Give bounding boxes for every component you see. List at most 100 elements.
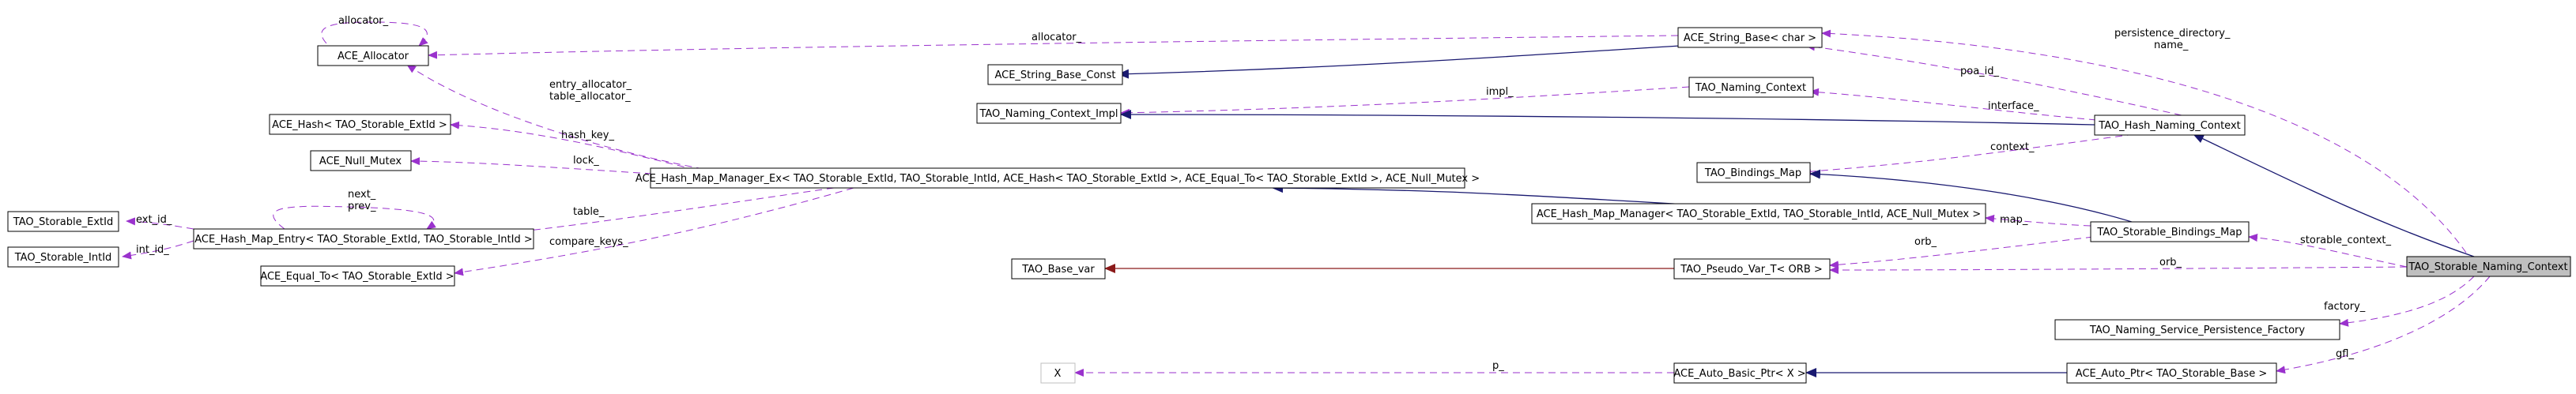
label-allocator-self: allocator_	[338, 15, 389, 27]
label-orb-2: orb_	[2159, 257, 2182, 268]
edge-storable-naming-inherit	[2193, 133, 2475, 257]
edge-context	[1801, 133, 2135, 176]
edge-ext-id	[126, 217, 194, 230]
node-tao-bindings-map[interactable]: TAO_Bindings_Map	[1696, 162, 1811, 183]
edge-factory	[2339, 276, 2475, 327]
edge-orb-1	[1829, 236, 2094, 269]
svg-text:TAO_Base_var: TAO_Base_var	[1021, 264, 1095, 276]
label-compare-keys: compare_keys_	[549, 236, 628, 248]
edge-labels: allocator_ allocator_ persistence_direct…	[136, 15, 2391, 372]
label-map: map_	[2000, 214, 2028, 226]
label-int-id: int_id_	[136, 244, 169, 256]
label-storable-context: storable_context_	[2300, 235, 2391, 246]
node-tao-pseudo-var[interactable]: TAO_Pseudo_Var_T< ORB >	[1673, 258, 1831, 280]
edge-hash-naming-inherit	[1120, 110, 2095, 126]
node-ace-hash-map-manager[interactable]: ACE_Hash_Map_Manager< TAO_Storable_ExtId…	[1531, 203, 1986, 224]
svg-text:ACE_String_Base_Const: ACE_String_Base_Const	[994, 69, 1115, 81]
label-persistence-directory: persistence_directory_	[2114, 28, 2231, 39]
edge-hash-key	[450, 121, 696, 171]
svg-text:TAO_Naming_Context: TAO_Naming_Context	[1695, 82, 1806, 94]
edge-impl	[1120, 86, 1690, 117]
svg-text:ACE_Hash< TAO_Storable_ExtId >: ACE_Hash< TAO_Storable_ExtId >	[272, 119, 447, 131]
label-prev: prev_	[348, 201, 376, 212]
label-p: p_	[1492, 360, 1504, 372]
node-tao-naming-context[interactable]: TAO_Naming_Context	[1688, 77, 1814, 98]
node-x[interactable]: X	[1040, 362, 1076, 384]
svg-text:ACE_Allocator: ACE_Allocator	[338, 51, 409, 62]
edge-bindings-inherit	[1809, 169, 2143, 226]
label-next: next_	[348, 189, 376, 201]
node-ace-auto-ptr[interactable]: ACE_Auto_Ptr< TAO_Storable_Base >	[2066, 362, 2277, 384]
edge-poa-id	[1805, 43, 2182, 116]
svg-text:ACE_Hash_Map_Manager< TAO_Stor: ACE_Hash_Map_Manager< TAO_Storable_ExtId…	[1537, 208, 1981, 220]
nodes: ACE_Allocator ACE_String_Base< char > AC…	[7, 27, 2571, 384]
svg-text:ACE_String_Base< char >: ACE_String_Base< char >	[1684, 32, 1816, 44]
label-gfl: gfl_	[2336, 348, 2354, 360]
node-ace-equal-to[interactable]: ACE_Equal_To< TAO_Storable_ExtId >	[260, 265, 455, 287]
node-tao-storable-bindings-map[interactable]: TAO_Storable_Bindings_Map	[2090, 221, 2250, 242]
node-ace-hash-map-entry[interactable]: ACE_Hash_Map_Entry< TAO_Storable_ExtId, …	[193, 228, 534, 250]
label-entry-allocator: entry_allocator_	[549, 79, 632, 91]
edges	[122, 21, 2491, 377]
svg-text:TAO_Storable_Bindings_Map: TAO_Storable_Bindings_Map	[2096, 227, 2242, 238]
edge-next-prev-self	[273, 205, 436, 230]
node-ace-null-mutex[interactable]: ACE_Null_Mutex	[310, 150, 412, 171]
svg-text:TAO_Storable_IntId: TAO_Storable_IntId	[14, 252, 112, 264]
node-tao-storable-intid[interactable]: TAO_Storable_IntId	[7, 246, 119, 268]
edge-storable-context	[2248, 234, 2408, 268]
node-ace-string-base-const[interactable]: ACE_String_Base_Const	[987, 64, 1123, 85]
label-poa-id: poa_id_	[1960, 66, 2000, 77]
label-factory: factory_	[2324, 301, 2366, 313]
node-ace-allocator[interactable]: ACE_Allocator	[317, 45, 429, 66]
edge-string-base-const	[1118, 45, 1680, 79]
edge-compare-keys	[454, 187, 854, 276]
svg-text:TAO_Pseudo_Var_T< ORB >: TAO_Pseudo_Var_T< ORB >	[1680, 264, 1823, 276]
label-table-allocator: table_allocator_	[549, 91, 631, 103]
label-allocator: allocator_	[1032, 32, 1082, 43]
edge-allocator-self	[321, 21, 428, 52]
svg-text:X: X	[1054, 368, 1062, 380]
svg-text:TAO_Naming_Context_Impl: TAO_Naming_Context_Impl	[979, 108, 1118, 120]
label-impl: impl_	[1486, 86, 1514, 98]
label-table: table_	[573, 206, 605, 218]
label-hash-key: hash_key_	[561, 129, 614, 141]
node-ace-hash[interactable]: ACE_Hash< TAO_Storable_ExtId >	[269, 114, 451, 135]
label-orb-1: orb_	[1914, 236, 1937, 248]
node-tao-hash-naming-context[interactable]: TAO_Hash_Naming_Context	[2094, 114, 2246, 136]
edge-int-id	[122, 240, 194, 260]
svg-text:ACE_Auto_Ptr< TAO_Storable_Bas: ACE_Auto_Ptr< TAO_Storable_Base >	[2076, 368, 2267, 380]
edge-table	[473, 187, 835, 240]
label-name: name_	[2154, 39, 2189, 51]
svg-text:TAO_Bindings_Map: TAO_Bindings_Map	[1704, 167, 1801, 179]
node-tao-naming-context-impl[interactable]: TAO_Naming_Context_Impl	[976, 103, 1122, 124]
edge-gfl	[2276, 276, 2491, 374]
edge-orb-2	[1829, 265, 2408, 274]
edge-entry-allocator	[406, 64, 704, 170]
node-tao-storable-naming-context[interactable]: TAO_Storable_Naming_Context	[2406, 256, 2571, 277]
node-ace-string-base[interactable]: ACE_String_Base< char >	[1677, 27, 1823, 48]
edge-hash-map-manager-inherit	[1272, 183, 1700, 206]
svg-text:ACE_Hash_Map_Entry< TAO_Storab: ACE_Hash_Map_Entry< TAO_Storable_ExtId, …	[194, 234, 533, 246]
label-ext-id: ext_id_	[136, 214, 172, 226]
svg-text:ACE_Null_Mutex: ACE_Null_Mutex	[319, 156, 402, 167]
svg-text:TAO_Storable_ExtId: TAO_Storable_ExtId	[13, 216, 113, 228]
svg-text:ACE_Hash_Map_Manager_Ex< TAO_S: ACE_Hash_Map_Manager_Ex< TAO_Storable_Ex…	[636, 173, 1480, 185]
svg-text:TAO_Naming_Service_Persistence: TAO_Naming_Service_Persistence_Factory	[2089, 325, 2305, 336]
svg-text:ACE_Equal_To< TAO_Storable_Ext: ACE_Equal_To< TAO_Storable_ExtId >	[260, 271, 454, 283]
svg-text:TAO_Hash_Naming_Context: TAO_Hash_Naming_Context	[2098, 120, 2240, 132]
label-lock: lock_	[573, 155, 599, 167]
node-tao-persistence-factory[interactable]: TAO_Naming_Service_Persistence_Factory	[2054, 319, 2340, 340]
edge-map	[1985, 214, 2091, 227]
svg-text:TAO_Storable_Naming_Context: TAO_Storable_Naming_Context	[2408, 261, 2567, 273]
node-ace-auto-basic-ptr[interactable]: ACE_Auto_Basic_Ptr< X >	[1673, 362, 1807, 384]
svg-text:ACE_Auto_Basic_Ptr< X >: ACE_Auto_Basic_Ptr< X >	[1673, 368, 1805, 380]
edge-interface	[1809, 88, 2097, 121]
edge-persistence-directory	[1821, 29, 2467, 253]
node-tao-base-var[interactable]: TAO_Base_var	[1011, 258, 1106, 280]
label-context: context_	[1990, 141, 2035, 153]
node-ace-hash-map-manager-ex[interactable]: ACE_Hash_Map_Manager_Ex< TAO_Storable_Ex…	[636, 167, 1480, 189]
edge-lock	[410, 157, 653, 174]
node-tao-storable-extid[interactable]: TAO_Storable_ExtId	[7, 211, 119, 232]
label-interface: interface_	[1988, 100, 2039, 112]
